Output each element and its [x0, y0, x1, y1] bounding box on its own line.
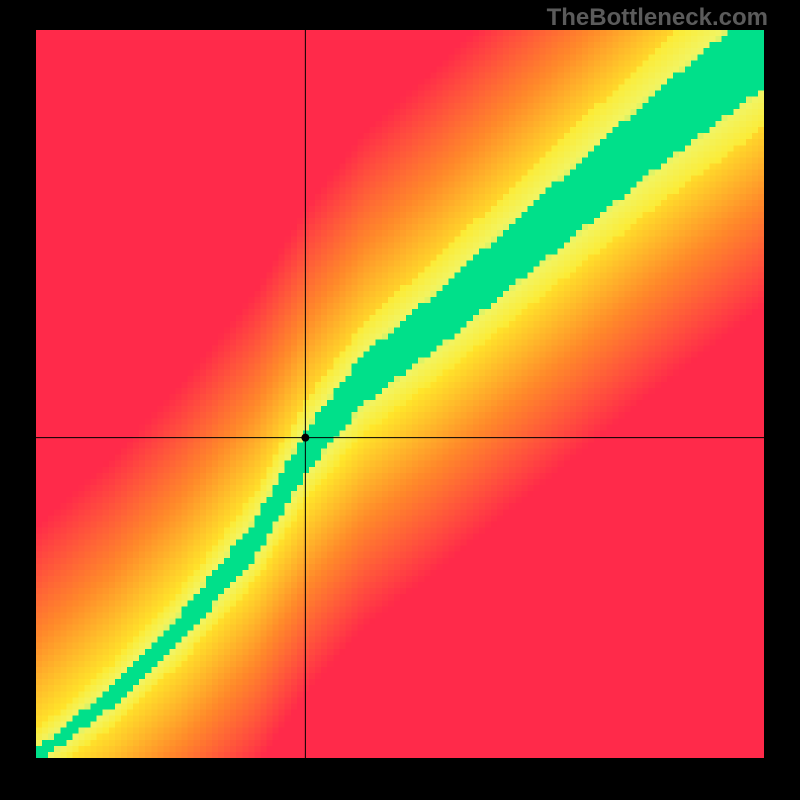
watermark-text: TheBottleneck.com [547, 4, 768, 32]
chart-stage: TheBottleneck.com [0, 0, 800, 800]
bottleneck-heatmap [36, 30, 764, 758]
